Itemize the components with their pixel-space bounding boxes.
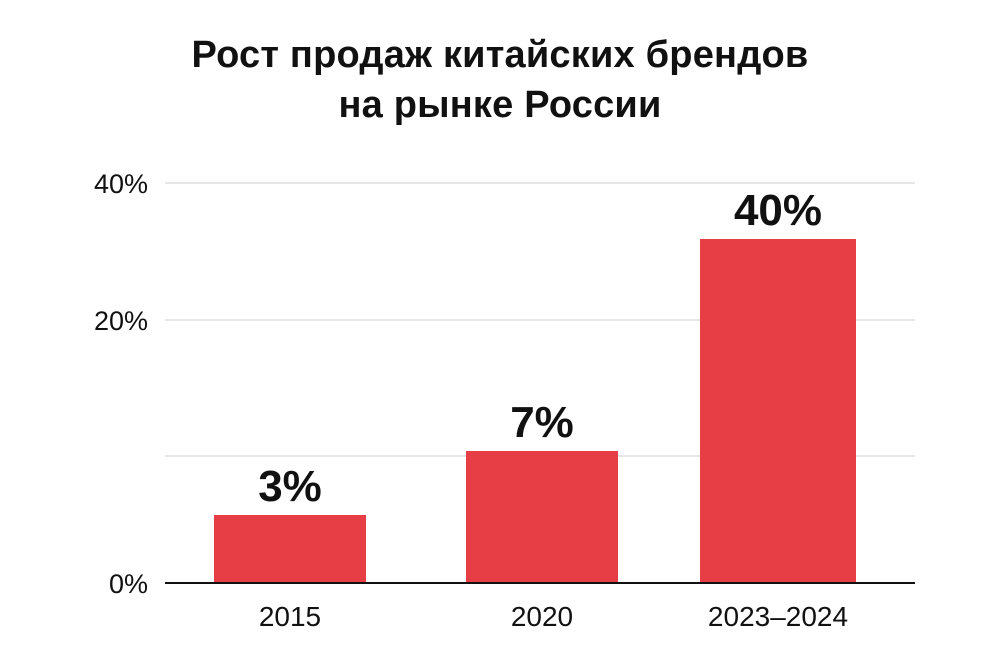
x-tick-label: 2023–2024 xyxy=(708,601,848,632)
data-label: 3% xyxy=(258,462,322,511)
data-label: 7% xyxy=(510,398,574,447)
chart-title-line-1: Рост продаж китайских брендов xyxy=(191,34,809,76)
bar xyxy=(466,451,618,583)
y-tick-label: 20% xyxy=(94,306,148,336)
y-tick-label: 40% xyxy=(94,169,148,199)
chart-title-line-2: на рынке России xyxy=(338,84,662,126)
bar xyxy=(214,515,366,583)
bar xyxy=(700,239,856,583)
x-tick-label: 2020 xyxy=(511,601,573,632)
data-label: 40% xyxy=(734,186,822,235)
x-tick-label: 2015 xyxy=(259,601,321,632)
y-tick-label: 0% xyxy=(109,569,148,599)
